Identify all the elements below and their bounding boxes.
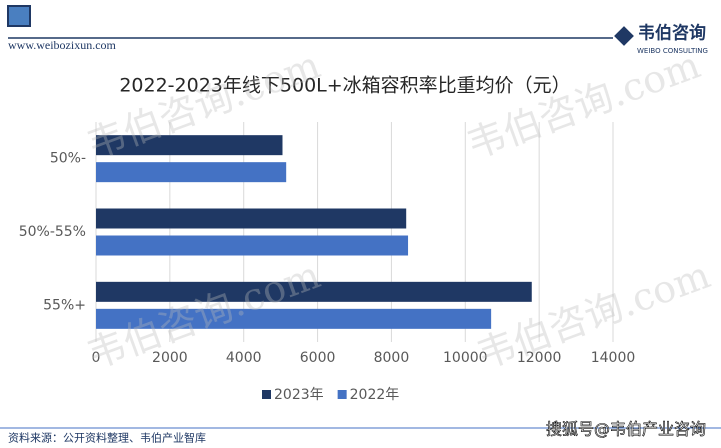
plot: 0 2000 4000 6000 8000 10000 12000 14000 50%- 50%-… bbox=[19, 122, 636, 403]
x-tick-label: 12000 bbox=[517, 350, 562, 366]
legend-swatch bbox=[337, 390, 347, 399]
y-tick-label: 50%-55% bbox=[19, 224, 86, 240]
legend-swatch bbox=[262, 390, 271, 399]
x-tick-label: 10000 bbox=[443, 350, 488, 366]
bar bbox=[96, 235, 409, 256]
bar bbox=[96, 208, 407, 229]
logo-name: 韦伯咨询 bbox=[638, 23, 706, 44]
x-tick-label: 4000 bbox=[226, 350, 262, 366]
legend-label: 2022年 bbox=[350, 387, 400, 403]
bar bbox=[96, 281, 532, 302]
watermark: 韦伯咨询.com bbox=[461, 42, 706, 167]
y-tick-label: 55%+ bbox=[43, 297, 86, 313]
platform-watermark: 搜狐号@韦伯产业咨询 bbox=[546, 420, 706, 439]
corner-icon bbox=[7, 5, 31, 27]
bar bbox=[96, 162, 287, 183]
source-note: 资料来源：公开资料整理、韦伯产业智库 bbox=[8, 431, 206, 445]
legend-label: 2023年 bbox=[274, 387, 324, 403]
bar bbox=[96, 135, 283, 156]
y-tick-label: 50%- bbox=[50, 151, 86, 167]
x-tick-label: 0 bbox=[92, 350, 101, 366]
x-tick-label: 2000 bbox=[152, 350, 188, 366]
chart-title: 2022-2023年线下500L+冰箱容积率比重均价（元） bbox=[119, 75, 570, 97]
logo-icon bbox=[614, 26, 634, 46]
logo-sub: WEIBO CONSULTING bbox=[637, 47, 708, 55]
x-tick-label: 8000 bbox=[374, 350, 410, 366]
site-url: www.weibozixun.com bbox=[8, 38, 117, 52]
x-tick-label: 14000 bbox=[591, 350, 636, 366]
bar bbox=[96, 308, 492, 329]
x-tick-label: 6000 bbox=[300, 350, 336, 366]
